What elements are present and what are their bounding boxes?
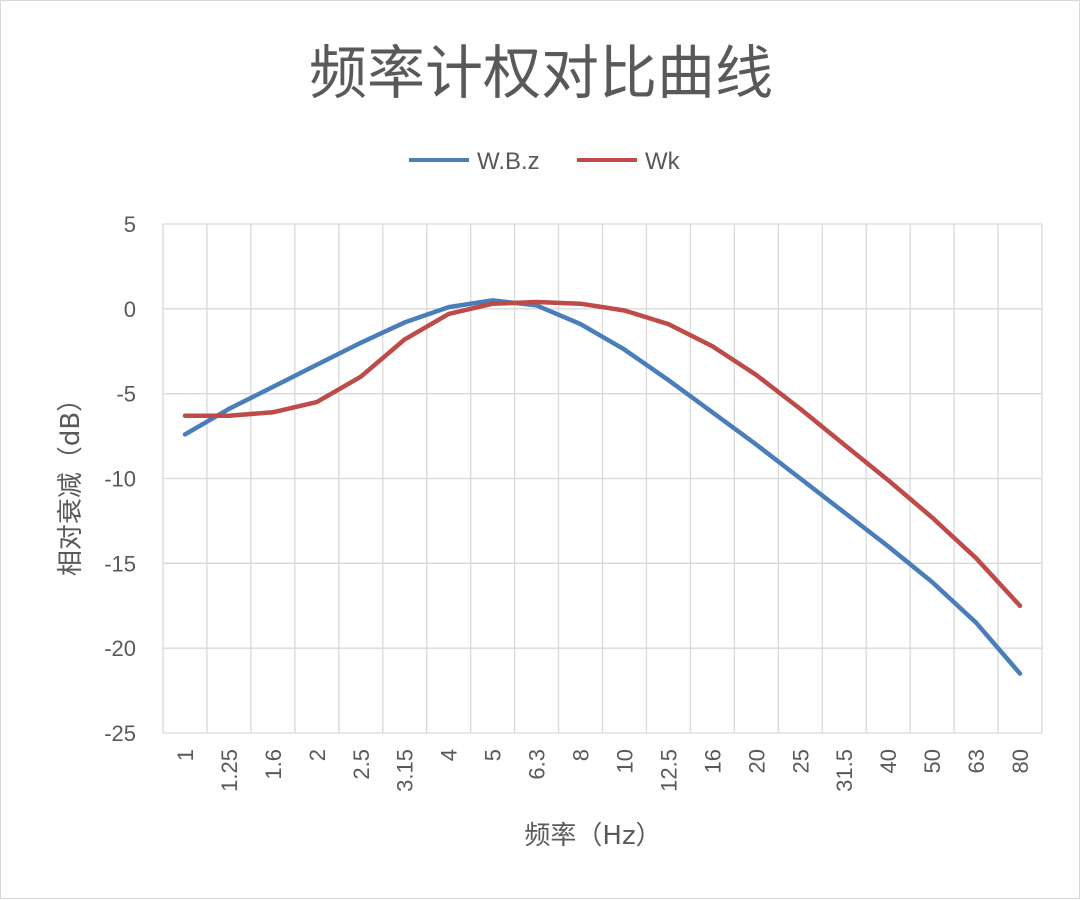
x-tick-label: 3.15 (393, 749, 418, 792)
chart-title: 频率计权对比曲线 (309, 39, 773, 107)
x-tick-label: 25 (788, 749, 813, 773)
x-tick-label: 31.5 (832, 749, 857, 792)
y-tick-label: -15 (104, 551, 136, 576)
y-tick-label: 0 (124, 297, 136, 322)
y-tick-label: 5 (124, 212, 136, 237)
grid (162, 223, 1043, 734)
y-tick-label: -20 (104, 636, 136, 661)
series-lines (182, 298, 1023, 676)
x-tick-label: 6.3 (525, 749, 550, 780)
legend-label-wk: Wk (645, 148, 681, 175)
x-axis-ticks: 1 1.25 1.6 2 2.5 3.15 4 5 6.3 8 10 12.5 16 20 25 31.5 40… (173, 749, 1033, 792)
series-line-wbz (182, 298, 1023, 676)
x-tick-label: 5 (481, 749, 506, 761)
y-axis-title: 相对衰减（dB） (56, 386, 86, 576)
x-tick-label: 1 (173, 749, 198, 761)
x-tick-label: 63 (964, 749, 989, 773)
legend: W.B.z Wk (409, 148, 681, 175)
legend-label-wbz: W.B.z (477, 148, 540, 175)
x-tick-label: 10 (612, 749, 637, 773)
y-tick-label: -10 (104, 467, 136, 492)
x-tick-label: 12.5 (656, 749, 681, 792)
x-tick-label: 8 (569, 749, 594, 761)
series-line-wk (182, 299, 1023, 609)
x-tick-label: 20 (744, 749, 769, 773)
x-tick-label: 4 (437, 749, 462, 761)
x-tick-label: 1.6 (261, 749, 286, 780)
x-tick-label: 1.25 (217, 749, 242, 792)
y-tick-label: -25 (104, 721, 136, 746)
x-tick-label: 2.5 (349, 749, 374, 780)
x-tick-label: 80 (1008, 749, 1033, 773)
x-tick-label: 16 (700, 749, 725, 773)
y-axis-ticks: 5 0 -5 -10 -15 -20 -25 (104, 212, 136, 746)
x-tick-label: 40 (876, 749, 901, 773)
x-axis-title: 频率（Hz） (524, 821, 661, 851)
y-tick-label: -5 (116, 382, 136, 407)
x-tick-label: 50 (920, 749, 945, 773)
x-tick-label: 2 (305, 749, 330, 761)
